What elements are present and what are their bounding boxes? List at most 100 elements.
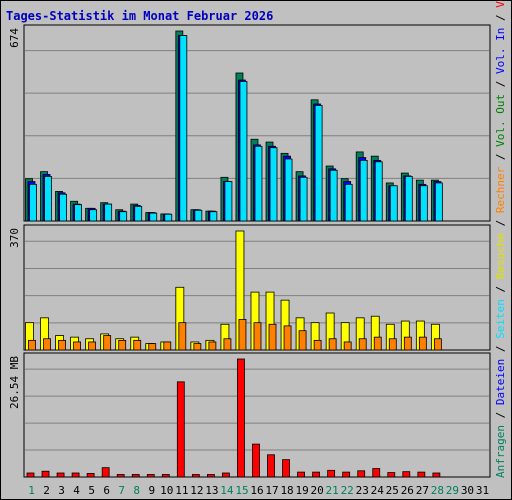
day-label-7: 7: [118, 484, 125, 497]
volume-panel: 26.54 MB: [8, 352, 491, 478]
bar-seiten-day-28: [434, 182, 443, 222]
day-label-22: 22: [341, 484, 354, 497]
bar-seiten-day-3: [59, 193, 67, 222]
chart-title: Tages-Statistik im Monat Februar 2026: [6, 9, 273, 23]
legend-item-3: /: [494, 346, 507, 359]
bar-rechner-day-8: [133, 339, 142, 351]
legend-item-2: Dateien: [494, 359, 507, 412]
day-label-25: 25: [386, 484, 399, 497]
bar-rechner-day-11: [178, 322, 187, 351]
bar-seiten-day-25: [389, 185, 398, 222]
bar-rechner-day-12: [193, 343, 202, 351]
bar-seiten-day-16: [254, 145, 263, 222]
day-label-20: 20: [311, 484, 324, 497]
bar-seiten-day-24: [374, 161, 383, 222]
bar-rechner-day-6: [103, 335, 112, 351]
y-max-label: 370: [8, 228, 21, 248]
bar-volumen-day-23: [357, 470, 366, 478]
legend-item-6: Besuche: [494, 233, 507, 286]
legend-item-12: Vol. In: [494, 28, 507, 81]
day-label-13: 13: [205, 484, 218, 497]
bar-seiten-day-15: [239, 81, 248, 222]
legend-item-11: /: [494, 81, 507, 94]
bar-seiten-day-23: [359, 159, 368, 222]
bar-volumen-day-24: [372, 468, 381, 478]
bar-seiten-day-2: [44, 176, 52, 222]
bar-volumen-day-10: [161, 474, 170, 478]
bar-volumen-day-9: [146, 474, 155, 478]
bar-volumen-day-22: [342, 471, 351, 478]
day-label-2: 2: [43, 484, 50, 497]
bar-volumen-day-8: [131, 474, 140, 478]
bar-seiten-day-21: [329, 169, 338, 222]
bar-volumen-day-15: [237, 358, 245, 478]
y-max-label: 674: [8, 28, 21, 48]
bar-seiten-day-11: [179, 35, 188, 222]
legend-item-13: /: [494, 14, 507, 27]
bar-volumen-day-6: [101, 467, 110, 478]
bar-volumen-day-21: [327, 469, 336, 478]
bar-seiten-day-18: [284, 158, 293, 222]
bar-seiten-day-22: [344, 183, 353, 222]
bar-rechner-day-2: [43, 338, 51, 351]
bar-rechner-day-18: [283, 325, 292, 351]
right-legend: Anfragen / Dateien / Seiten / Besuche / …: [494, 0, 507, 478]
day-label-12: 12: [190, 484, 203, 497]
bar-seiten-day-20: [314, 105, 323, 222]
day-label-9: 9: [148, 484, 155, 497]
bar-seiten-day-17: [269, 147, 278, 222]
day-label-11: 11: [175, 484, 188, 497]
day-label-17: 17: [265, 484, 278, 497]
bar-volumen-day-12: [191, 474, 200, 478]
bar-volumen-day-13: [206, 474, 215, 478]
bar-volumen-day-25: [387, 472, 396, 478]
bar-rechner-day-10: [163, 341, 172, 351]
day-label-1: 1: [28, 484, 35, 497]
day-label-19: 19: [295, 484, 308, 497]
bar-rechner-day-27: [418, 336, 427, 351]
day-label-8: 8: [133, 484, 140, 497]
day-label-14: 14: [220, 484, 234, 497]
bar-volumen-day-5: [86, 473, 95, 478]
day-label-27: 27: [416, 484, 429, 497]
bar-seiten-day-10: [164, 213, 173, 222]
bar-volumen-day-11: [176, 381, 185, 478]
bar-seiten-day-4: [74, 204, 82, 222]
bar-rechner-day-16: [253, 322, 262, 351]
legend-item-0: Anfragen: [494, 425, 507, 478]
bar-seiten-day-7: [119, 211, 128, 222]
day-label-16: 16: [250, 484, 263, 497]
bar-volumen-day-7: [116, 474, 125, 478]
day-label-10: 10: [160, 484, 173, 497]
legend-item-5: /: [494, 286, 507, 299]
bar-rechner-day-22: [343, 341, 352, 351]
bar-volumen-day-28: [432, 472, 441, 478]
bar-seiten-day-12: [194, 209, 203, 222]
bar-rechner-day-9: [148, 343, 157, 351]
bar-seiten-day-26: [404, 176, 413, 222]
day-label-5: 5: [88, 484, 95, 497]
legend-item-14: Volumen: [494, 0, 507, 14]
bar-rechner-day-4: [73, 341, 81, 351]
bar-rechner-day-3: [58, 339, 66, 351]
day-label-3: 3: [58, 484, 65, 497]
bar-seiten-day-9: [149, 212, 158, 222]
bar-seiten-day-14: [224, 181, 233, 222]
bar-rechner-day-13: [208, 341, 217, 351]
bar-volumen-day-16: [252, 443, 260, 478]
bar-volumen-day-4: [71, 472, 80, 478]
bar-volumen-day-1: [26, 472, 35, 478]
day-label-21: 21: [326, 484, 339, 497]
legend-item-7: /: [494, 220, 507, 233]
visits-panel: 370: [8, 224, 491, 351]
day-label-28: 28: [431, 484, 444, 497]
bar-rechner-day-28: [433, 338, 442, 351]
bar-volumen-day-17: [267, 454, 275, 478]
bar-rechner-day-17: [268, 323, 277, 351]
bar-rechner-day-26: [403, 336, 412, 351]
bar-volumen-day-3: [56, 472, 65, 478]
bar-volumen-day-14: [222, 472, 230, 478]
bar-seiten-day-6: [104, 203, 113, 222]
bar-rechner-day-24: [373, 336, 382, 351]
bar-volumen-day-26: [402, 471, 411, 478]
